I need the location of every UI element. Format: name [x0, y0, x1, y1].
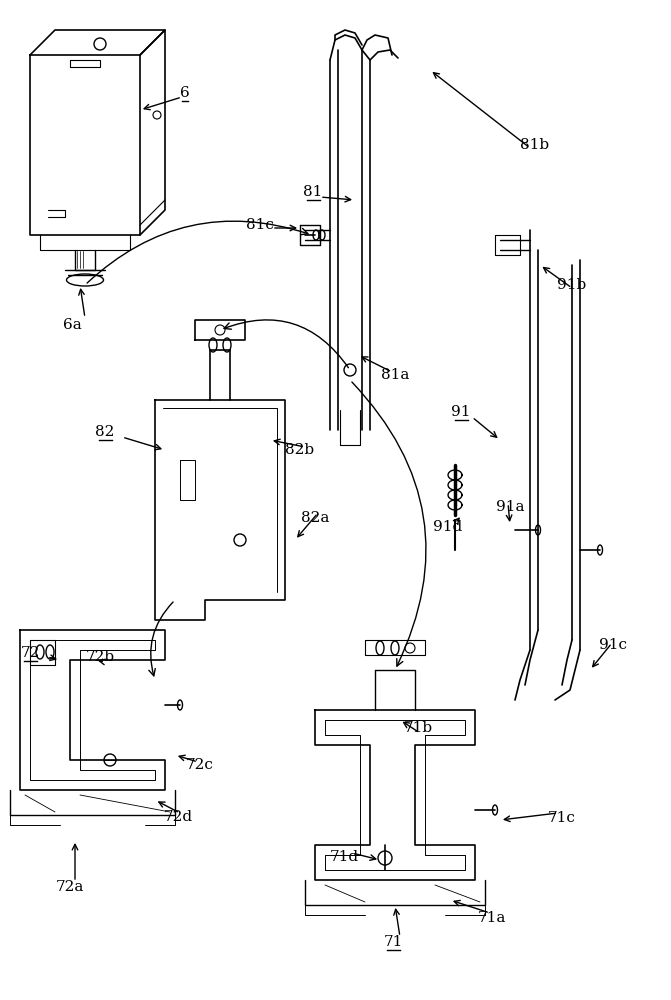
Text: 71c: 71c: [548, 811, 576, 825]
Text: 91: 91: [452, 405, 471, 419]
Text: 91c: 91c: [599, 638, 627, 652]
Text: 71d: 71d: [329, 850, 358, 864]
Text: 82a: 82a: [301, 511, 329, 525]
Text: 71b: 71b: [403, 721, 433, 735]
Text: 72: 72: [20, 646, 40, 660]
Text: 81b: 81b: [521, 138, 550, 152]
Text: 81a: 81a: [381, 368, 409, 382]
Text: 6: 6: [180, 86, 190, 100]
Text: 82b: 82b: [285, 443, 315, 457]
Text: 82: 82: [95, 425, 115, 439]
Text: 72a: 72a: [56, 880, 84, 894]
Text: 81c: 81c: [246, 218, 274, 232]
Text: 72c: 72c: [186, 758, 214, 772]
Text: 91b: 91b: [558, 278, 586, 292]
FancyArrowPatch shape: [87, 221, 308, 283]
Text: 72b: 72b: [85, 650, 115, 664]
FancyArrowPatch shape: [149, 602, 173, 676]
Text: 81: 81: [303, 185, 323, 199]
Text: 91a: 91a: [496, 500, 524, 514]
Text: 6a: 6a: [62, 318, 81, 332]
FancyArrowPatch shape: [224, 320, 348, 368]
Text: 71: 71: [383, 935, 403, 949]
FancyArrowPatch shape: [352, 382, 426, 666]
Text: 71a: 71a: [478, 911, 506, 925]
Text: 72d: 72d: [164, 810, 193, 824]
Text: 91d: 91d: [433, 520, 462, 534]
